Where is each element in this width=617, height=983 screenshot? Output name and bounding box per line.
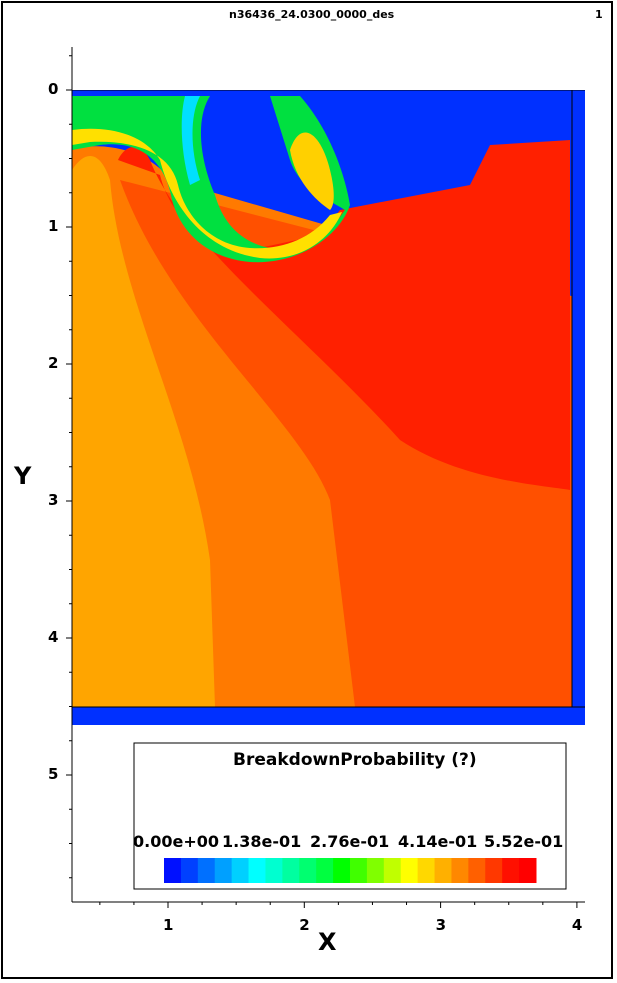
colorbar-tick-label: 4.14e-01: [398, 832, 478, 851]
y-tick-label: 1: [48, 217, 59, 235]
colorbar-swatch: [417, 858, 436, 883]
colorbar-swatch: [248, 858, 266, 883]
colorbar-swatch: [231, 858, 250, 883]
y-tick-label: 5: [48, 765, 59, 783]
x-tick-label: 2: [299, 916, 310, 934]
x-tick-label: 3: [435, 916, 447, 934]
colorbar-swatch: [333, 858, 351, 883]
colorbar-swatch: [180, 858, 199, 883]
file-name-title: n36436_24.0300_0000_des: [229, 8, 395, 21]
colorbar-swatch: [485, 858, 503, 883]
colorbar-swatch: [164, 858, 182, 883]
colorbar-swatch: [451, 858, 469, 883]
colorbar-tick-label: 0.00e+00: [133, 832, 219, 851]
x-tick-label: 4: [571, 916, 583, 934]
y-axis-label: Y: [14, 462, 32, 490]
region-bottom-blue-strip: [72, 707, 585, 725]
y-tick-label: 3: [48, 491, 59, 509]
y-tick-label: 0: [48, 80, 59, 98]
colorbar-tick-label: 5.52e-01: [484, 832, 564, 851]
page-number: 1: [595, 8, 603, 21]
x-axis-label: X: [318, 928, 337, 956]
axis-ticks: [66, 55, 578, 908]
colorbar-swatch: [316, 858, 334, 883]
colorbar-swatch: [197, 858, 216, 883]
region-cyan-band: [72, 96, 200, 185]
colorbar-swatch: [350, 858, 368, 883]
region-green-band: [72, 96, 350, 263]
colorbar-swatch: [282, 858, 300, 883]
region-yellow-tongue: [290, 132, 334, 210]
y-tick-label: 2: [48, 354, 59, 372]
region-right-blue-strip: [572, 90, 585, 710]
colorbar-swatch: [468, 858, 486, 883]
colorbar-tick-label: 1.38e-01: [222, 832, 302, 851]
heatmap-plot: [72, 90, 585, 725]
colorbar-swatch: [366, 858, 385, 883]
x-tick-label: 1: [163, 916, 174, 934]
colorbar-swatch: [400, 858, 419, 883]
colorbar-swatch: [299, 858, 317, 883]
colorbar-swatch: [502, 858, 520, 883]
colorbar-swatch: [383, 858, 402, 883]
colorbar: [164, 858, 537, 883]
colorbar-swatch: [519, 858, 537, 883]
region-red: [118, 140, 570, 490]
region-mid-orange: [72, 156, 215, 708]
colorbar-swatch: [214, 858, 233, 883]
colorbar-title: BreakdownProbability (?): [233, 750, 477, 770]
y-tick-label: 4: [48, 628, 59, 646]
colorbar-swatch: [265, 858, 283, 883]
colorbar-swatch: [434, 858, 452, 883]
region-yellow-band: [72, 128, 342, 259]
colorbar-tick-label: 2.76e-01: [310, 832, 390, 851]
